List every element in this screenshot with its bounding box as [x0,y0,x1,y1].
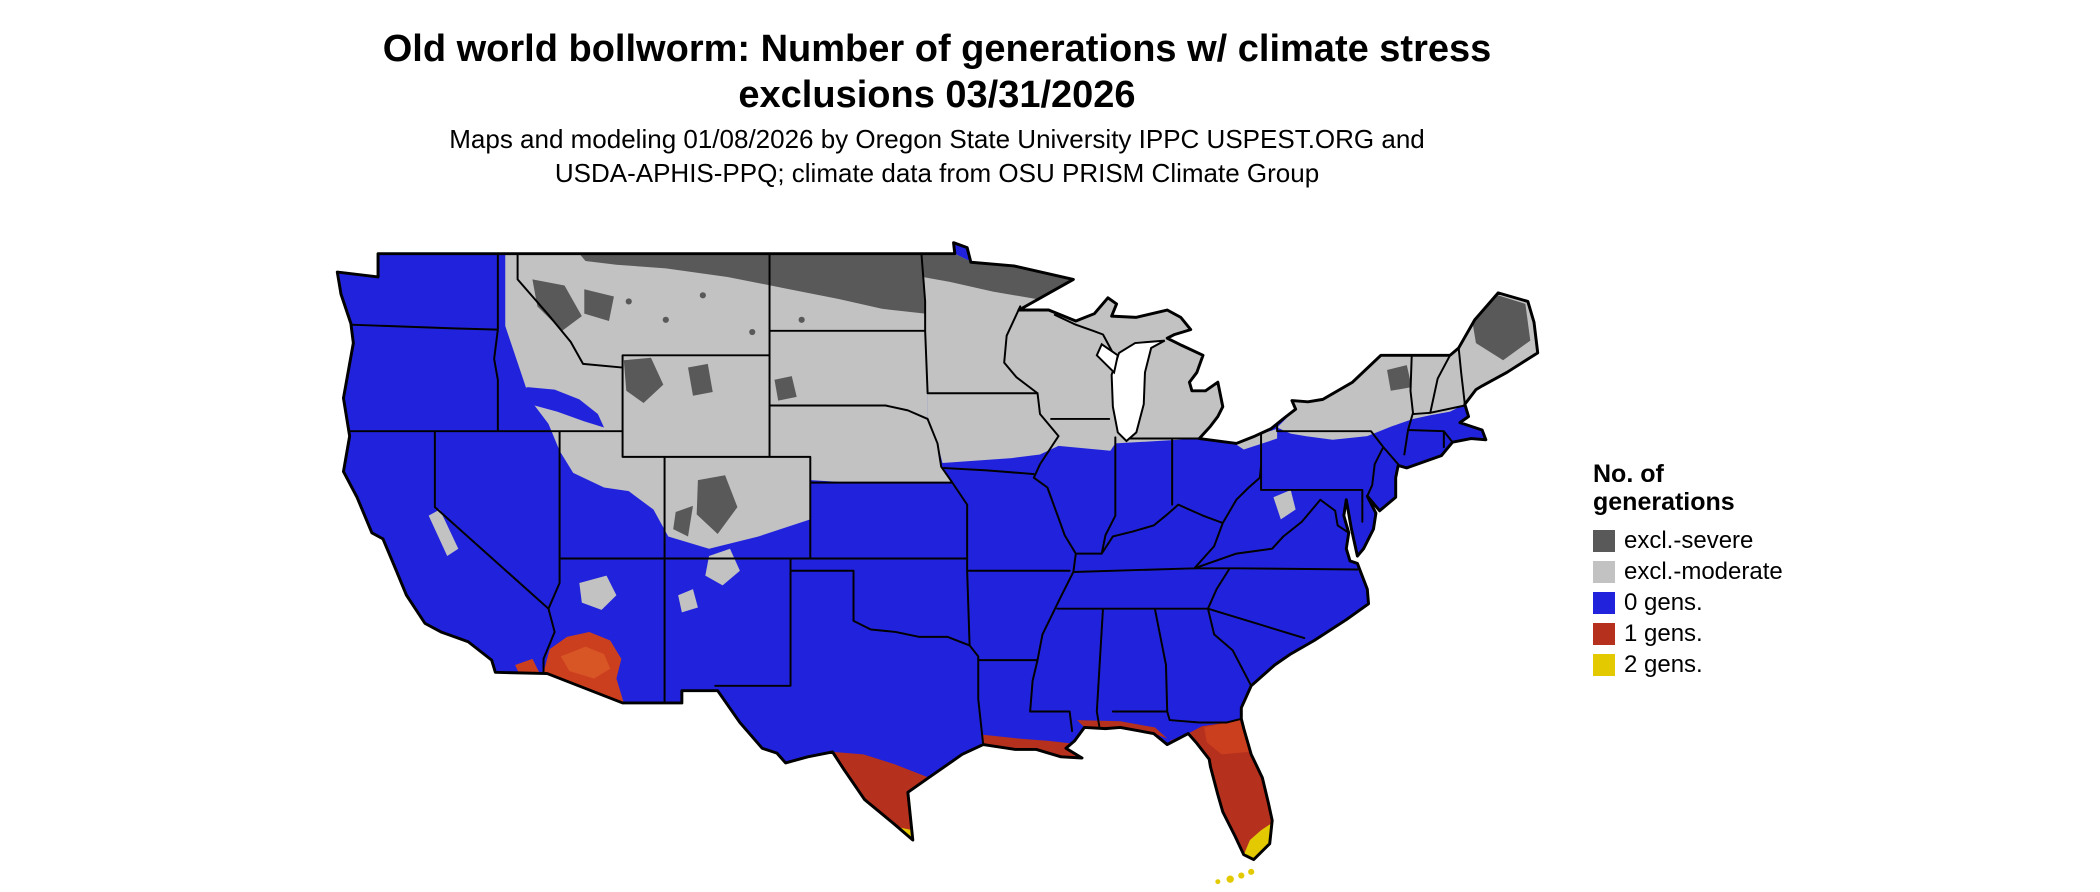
state-borders-east [1193,346,1466,570]
green-bay [1095,342,1119,375]
region-1-gens [515,631,1273,860]
legend-label: 1 gens. [1624,620,1703,647]
region-excl-moderate [428,253,1538,613]
legend-items: excl.-severe excl.-moderate 0 gens. 1 gens.… [1593,528,1783,678]
legend-swatch [1593,654,1615,676]
title-line-1: Old world bollworm: Number of generation… [382,28,1492,70]
subtitle-line-2: USDA-APHIS-PPQ; climate data from OSU PR… [554,158,1320,188]
legend: No. of generations excl.-severe excl.-mod… [1593,460,1783,683]
legend-title-line-1: No. of [1593,460,1664,488]
region-2-gens [895,822,1273,860]
legend-item: excl.-severe [1593,528,1783,554]
legend-item: 2 gens. [1593,652,1783,678]
title-line-2: exclusions 03/31/2026 [738,74,1136,116]
florida-keys [1215,868,1255,885]
legend-label: excl.-moderate [1624,558,1783,585]
legend-item: 1 gens. [1593,621,1783,647]
legend-swatch [1593,623,1615,645]
legend-label: 0 gens. [1624,589,1703,616]
us-map-container [320,228,1555,889]
legend-item: 0 gens. [1593,590,1783,616]
lake-michigan [1095,339,1166,443]
figure-title: Old world bollworm: Number of generation… [0,26,1874,118]
figure-subtitle: Maps and modeling 01/08/2026 by Oregon S… [0,122,1874,190]
state-borders-west [346,252,1071,746]
legend-swatch [1593,592,1615,614]
region-excl-severe [532,253,1531,537]
subtitle-line-1: Maps and modeling 01/08/2026 by Oregon S… [449,124,1425,154]
legend-label: excl.-severe [1624,527,1754,554]
state-borders-central [977,305,1359,733]
legend-swatch [1593,530,1615,552]
legend-title: No. of generations [1593,460,1783,516]
region-snake-plain-blue [505,387,605,428]
legend-title-line-2: generations [1593,488,1735,516]
us-outline [335,241,1540,862]
legend-label: 2 gens. [1624,651,1703,678]
legend-swatch [1593,561,1615,583]
legend-item: excl.-moderate [1593,559,1783,585]
us-map [335,241,1540,885]
